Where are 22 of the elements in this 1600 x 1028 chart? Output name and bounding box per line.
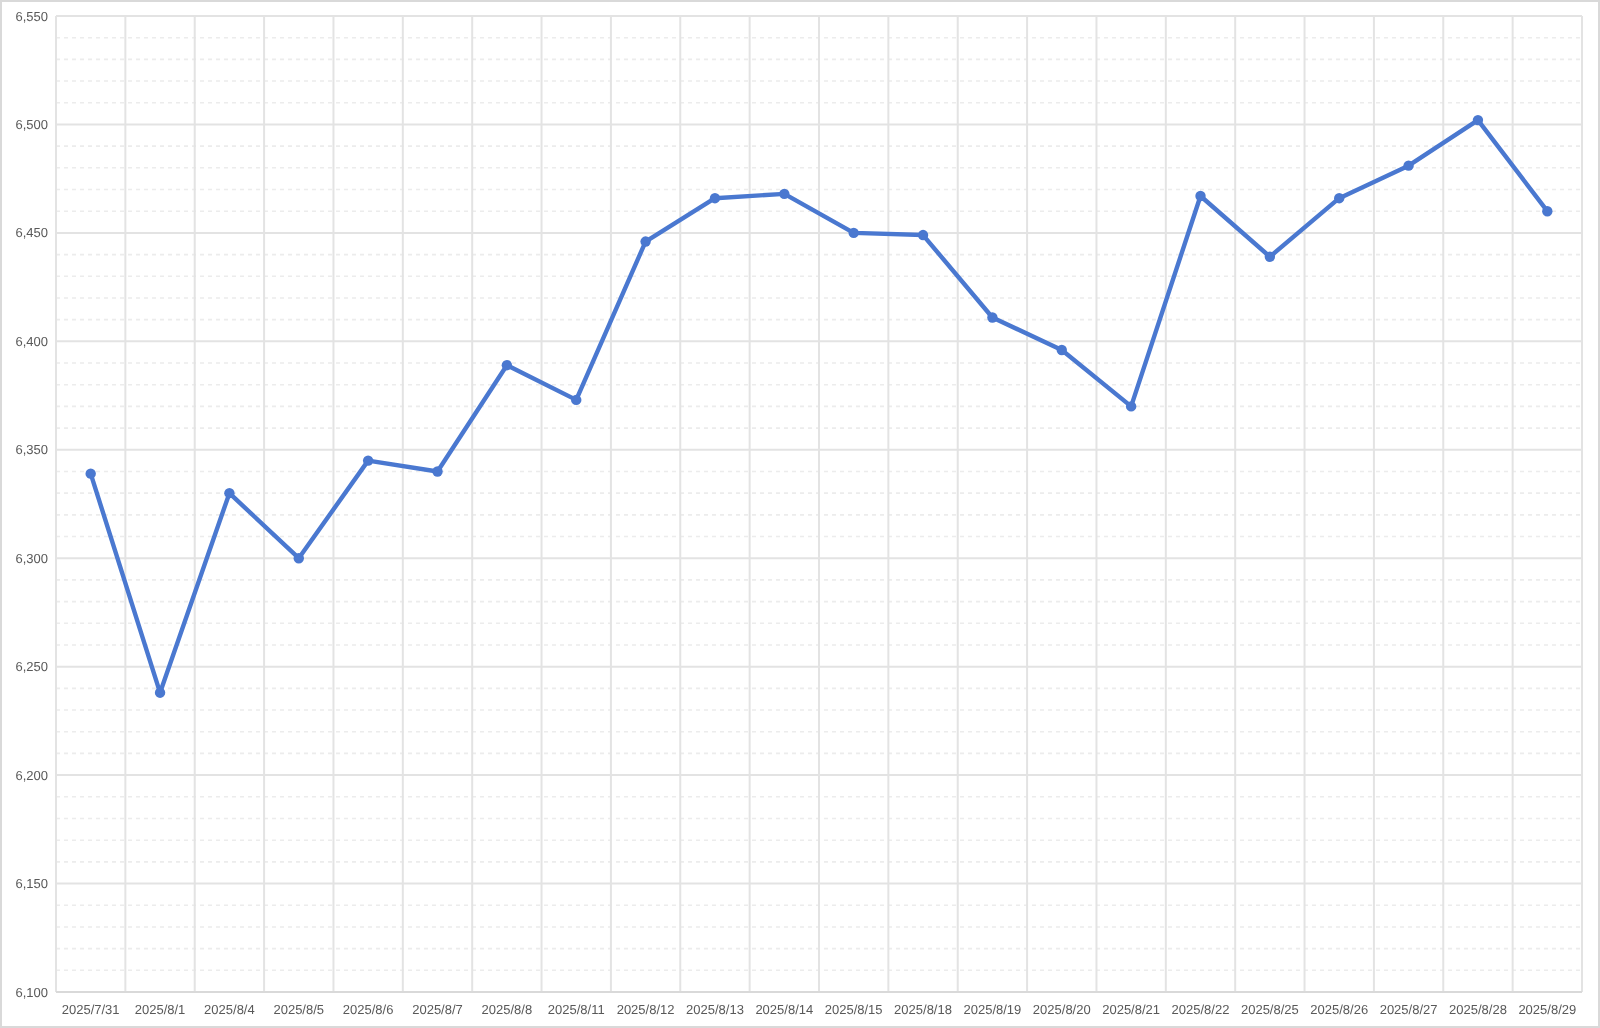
point (224, 487, 235, 499)
point (1264, 251, 1276, 262)
point (501, 359, 513, 371)
point (917, 229, 929, 241)
point (1195, 190, 1206, 202)
point (987, 312, 998, 323)
point (1056, 344, 1067, 356)
point (779, 188, 790, 200)
point (1125, 401, 1137, 412)
point (85, 468, 96, 479)
point (432, 466, 443, 477)
point (362, 455, 374, 466)
point (1334, 192, 1345, 204)
point (709, 192, 721, 204)
point (1403, 160, 1414, 171)
point (848, 227, 859, 239)
point (640, 236, 651, 247)
point (154, 687, 166, 698)
point (571, 394, 582, 406)
point (1542, 206, 1553, 217)
point (293, 553, 304, 564)
point (1472, 114, 1484, 126)
